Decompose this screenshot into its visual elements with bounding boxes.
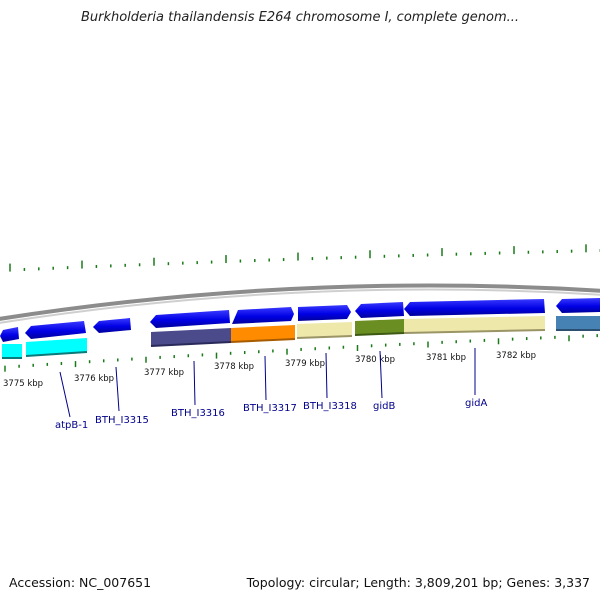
gene-arrow-8[interactable] xyxy=(556,298,600,313)
leader-line xyxy=(59,371,71,418)
scale-label: 3776 kbp xyxy=(74,374,114,384)
leader-line xyxy=(325,352,328,399)
cog-bar-edge xyxy=(25,351,88,357)
gene-label[interactable]: gidB xyxy=(373,401,395,412)
cog-bar-edge xyxy=(354,332,405,336)
cog-bar-BTH_I3316 xyxy=(151,328,231,346)
cog-bar-edge xyxy=(403,329,546,334)
forward-strand-genes xyxy=(0,298,600,342)
cog-category-bars xyxy=(2,316,600,359)
gene-arrow-gidB[interactable] xyxy=(355,302,404,318)
scale-label: 3780 kbp xyxy=(355,355,395,365)
scale-labels: 3775 kbp 3776 kbp 3777 kbp 3778 kbp 3779 kbp… xyxy=(3,351,536,389)
gene-arrow-BTH_I3318[interactable] xyxy=(298,305,351,321)
scale-label: 3777 kbp xyxy=(144,368,184,378)
backbone-arc xyxy=(0,283,600,321)
scale-label: 3779 kbp xyxy=(285,359,325,369)
gene-arrow-BTH_I3315[interactable] xyxy=(93,318,131,333)
inner-tick-ring xyxy=(4,334,598,372)
accession-label: Accession: NC_007651 xyxy=(9,575,152,590)
backbone-highlight xyxy=(0,288,600,324)
leader-line xyxy=(379,350,383,399)
scale-label: 3778 kbp xyxy=(214,362,254,372)
genome-summary: Topology: circular; Length: 3,809,201 bp… xyxy=(246,575,590,590)
leader-line xyxy=(115,366,120,412)
cog-bar-gidA xyxy=(404,316,545,333)
gene-label-leaders xyxy=(59,348,476,418)
gene-arrow-1[interactable] xyxy=(0,327,19,342)
scale-label: 3781 kbp xyxy=(426,353,466,363)
gene-arrow-atpB-1[interactable] xyxy=(25,321,86,339)
gene-label[interactable]: BTH_I3318 xyxy=(303,401,357,412)
gene-label[interactable]: BTH_I3317 xyxy=(243,403,297,414)
cog-bar-edge xyxy=(150,341,232,347)
cog-bar-1 xyxy=(2,344,22,358)
gene-arrow-BTH_I3316[interactable] xyxy=(150,310,230,328)
cog-bar-atpB-1 xyxy=(26,338,87,356)
map-title: Burkholderia thailandensis E264 chromoso… xyxy=(80,10,520,25)
gene-arrow-gidA[interactable] xyxy=(404,299,545,316)
scale-label: 3782 kbp xyxy=(496,351,536,361)
cog-bar-edge xyxy=(230,338,296,343)
cog-bar-8 xyxy=(556,316,600,330)
cog-bar-edge xyxy=(296,335,353,339)
leader-line xyxy=(193,360,196,406)
leader-line xyxy=(264,355,267,401)
outer-tick-ring xyxy=(9,244,600,272)
gene-label[interactable]: atpB-1 xyxy=(55,420,88,431)
cog-bar-gidB xyxy=(355,319,404,335)
cog-bar-BTH_I3317 xyxy=(231,325,295,342)
gene-label[interactable]: gidA xyxy=(465,398,487,409)
gene-labels: atpB-1 BTH_I3315 BTH_I3316 BTH_I3317 BTH_I33… xyxy=(55,398,487,431)
gene-arrow-BTH_I3317[interactable] xyxy=(232,307,294,324)
gene-label[interactable]: BTH_I3315 xyxy=(95,415,149,426)
scale-label: 3775 kbp xyxy=(3,379,43,389)
gene-label[interactable]: BTH_I3316 xyxy=(171,408,225,419)
cog-bar-BTH_I3318 xyxy=(297,322,352,338)
